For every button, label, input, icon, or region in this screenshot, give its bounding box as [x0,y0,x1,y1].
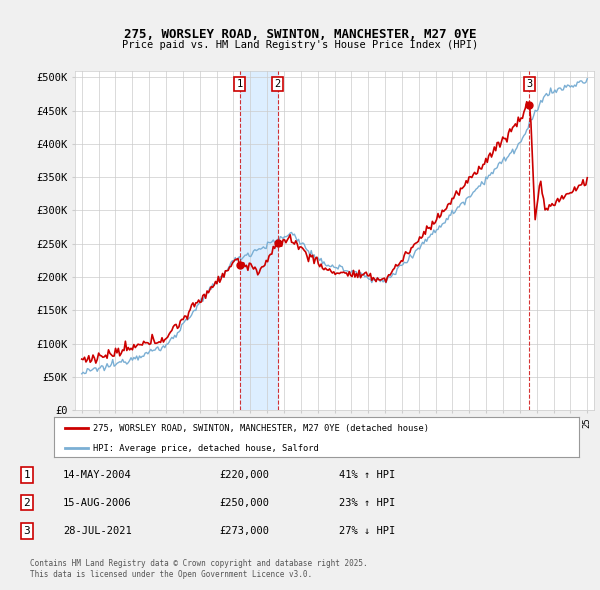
Text: 275, WORSLEY ROAD, SWINTON, MANCHESTER, M27 0YE (detached house): 275, WORSLEY ROAD, SWINTON, MANCHESTER, … [94,424,430,433]
Text: 41% ↑ HPI: 41% ↑ HPI [339,470,395,480]
Text: £220,000: £220,000 [219,470,269,480]
Text: 2: 2 [274,79,281,89]
Text: £273,000: £273,000 [219,526,269,536]
Text: 275, WORSLEY ROAD, SWINTON, MANCHESTER, M27 0YE: 275, WORSLEY ROAD, SWINTON, MANCHESTER, … [124,28,476,41]
Text: 14-MAY-2004: 14-MAY-2004 [63,470,132,480]
Text: 27% ↓ HPI: 27% ↓ HPI [339,526,395,536]
Text: 23% ↑ HPI: 23% ↑ HPI [339,498,395,507]
Text: 3: 3 [23,526,31,536]
Text: £250,000: £250,000 [219,498,269,507]
Text: 1: 1 [23,470,31,480]
Text: Contains HM Land Registry data © Crown copyright and database right 2025.: Contains HM Land Registry data © Crown c… [30,559,368,568]
Text: Price paid vs. HM Land Registry's House Price Index (HPI): Price paid vs. HM Land Registry's House … [122,40,478,50]
Bar [239,71,278,410]
Text: 3: 3 [526,79,533,89]
Text: 1: 1 [236,79,243,89]
Text: 2: 2 [23,498,31,507]
Text: 28-JUL-2021: 28-JUL-2021 [63,526,132,536]
Text: HPI: Average price, detached house, Salford: HPI: Average price, detached house, Salf… [94,444,319,453]
Text: 15-AUG-2006: 15-AUG-2006 [63,498,132,507]
Text: This data is licensed under the Open Government Licence v3.0.: This data is licensed under the Open Gov… [30,571,312,579]
